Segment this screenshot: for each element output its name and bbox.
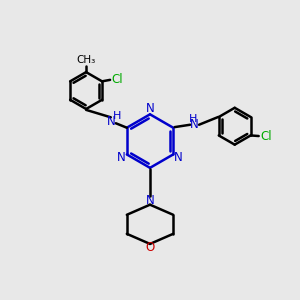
Text: N: N [174,151,183,164]
Text: N: N [146,102,154,115]
Text: H: H [112,111,121,122]
Text: N: N [117,151,126,164]
Text: O: O [146,241,154,254]
Text: N: N [106,115,115,128]
Text: H: H [189,114,197,124]
Text: N: N [190,118,199,131]
Text: N: N [146,194,154,207]
Text: CH₃: CH₃ [76,55,96,65]
Text: Cl: Cl [260,130,272,143]
Text: Cl: Cl [112,74,123,86]
